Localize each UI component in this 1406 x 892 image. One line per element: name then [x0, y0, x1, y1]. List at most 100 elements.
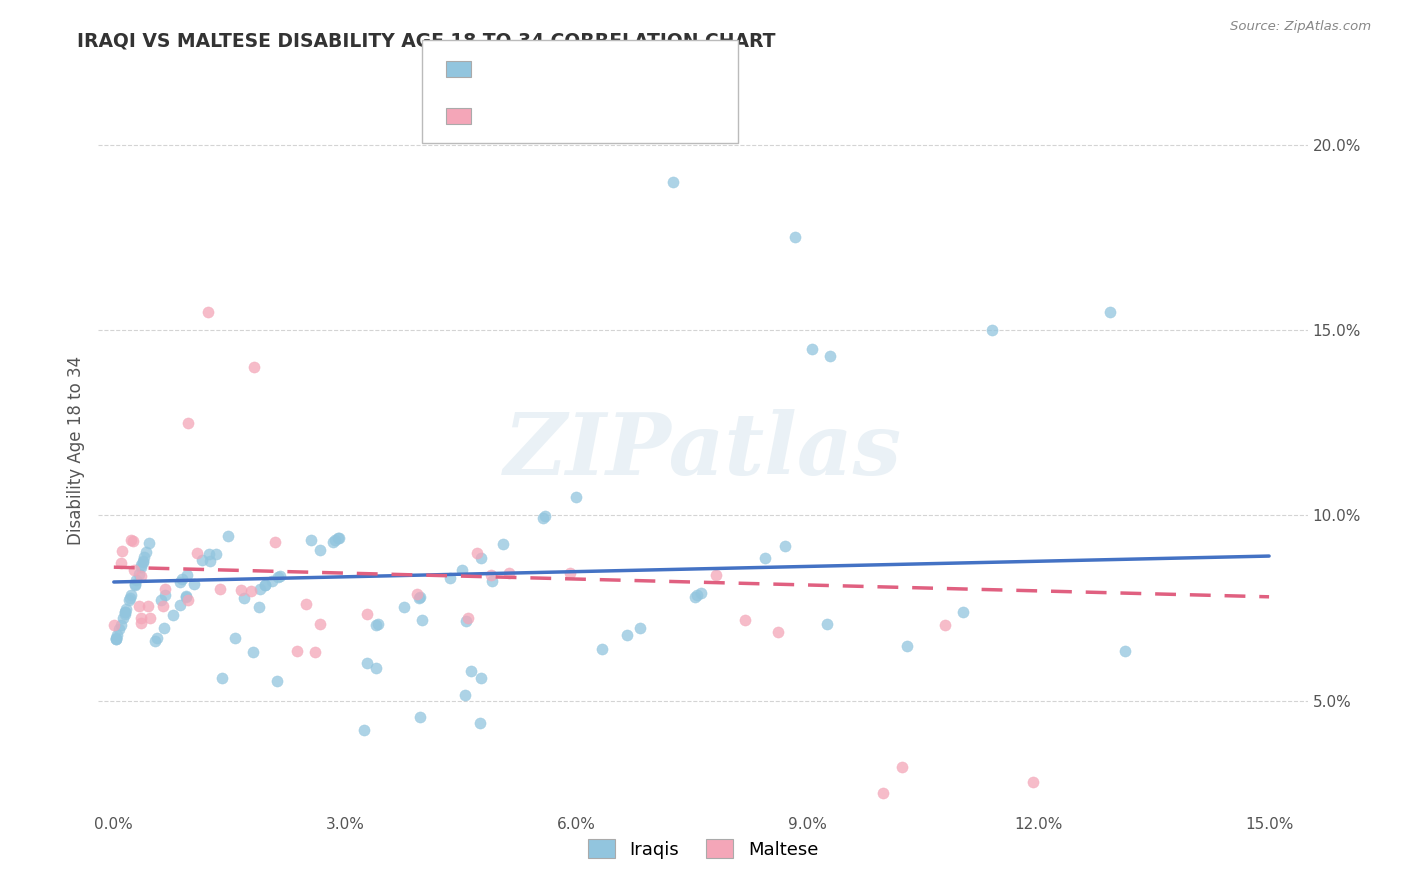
Text: 0.061: 0.061	[517, 61, 568, 76]
Point	[465, 546, 488, 560]
Point	[104, 632, 127, 647]
Point	[308, 542, 330, 557]
Point	[108, 623, 131, 637]
Legend: Iraqis, Maltese: Iraqis, Maltese	[581, 832, 825, 866]
Text: -0.063: -0.063	[517, 107, 575, 122]
Point	[492, 536, 515, 550]
Point	[125, 573, 148, 587]
Point	[131, 555, 153, 569]
Point	[754, 550, 776, 565]
Point	[191, 553, 214, 567]
Point	[128, 566, 150, 581]
Point	[558, 566, 581, 580]
Point	[481, 574, 503, 588]
Point	[247, 600, 270, 615]
Point	[105, 631, 128, 645]
Text: IRAQI VS MALTESE DISABILITY AGE 18 TO 34 CORRELATION CHART: IRAQI VS MALTESE DISABILITY AGE 18 TO 34…	[77, 31, 776, 50]
Point	[197, 547, 219, 561]
Point	[138, 611, 160, 625]
Point	[131, 568, 153, 582]
Point	[111, 543, 134, 558]
Point	[411, 614, 433, 628]
Point	[564, 490, 586, 504]
Point	[105, 628, 128, 642]
Point	[818, 349, 841, 363]
Point	[266, 674, 288, 689]
Point	[131, 611, 153, 625]
Point	[454, 688, 477, 702]
Point	[254, 578, 277, 592]
Point	[406, 587, 429, 601]
Point	[211, 671, 233, 685]
Point	[254, 578, 277, 592]
Point	[872, 786, 894, 800]
Point	[891, 760, 914, 774]
Point	[295, 597, 318, 611]
Point	[129, 559, 152, 574]
Point	[152, 599, 174, 614]
Point	[304, 645, 326, 659]
Point	[183, 577, 205, 591]
Point	[766, 624, 789, 639]
Point	[981, 323, 1004, 337]
Point	[591, 642, 613, 657]
Point	[409, 590, 432, 604]
Point	[120, 591, 142, 605]
Point	[326, 531, 349, 545]
Point	[264, 534, 287, 549]
Point	[208, 582, 231, 596]
Point	[249, 582, 271, 596]
Point	[690, 586, 713, 600]
Text: N =: N =	[575, 61, 606, 76]
Point	[353, 723, 375, 738]
Point	[112, 611, 135, 625]
Point	[460, 665, 482, 679]
Point	[169, 598, 191, 612]
Point	[468, 715, 491, 730]
Point	[134, 550, 156, 565]
Point	[309, 616, 332, 631]
Text: 41: 41	[612, 107, 634, 122]
Point	[122, 534, 145, 549]
Point	[498, 566, 520, 580]
Point	[773, 539, 796, 553]
Text: N =: N =	[575, 107, 606, 122]
Point	[242, 645, 264, 659]
Point	[1114, 644, 1136, 658]
Point	[177, 593, 200, 607]
Point	[114, 605, 136, 619]
Point	[153, 621, 176, 635]
Point	[734, 613, 756, 627]
Text: R =: R =	[481, 61, 510, 76]
Y-axis label: Disability Age 18 to 34: Disability Age 18 to 34	[66, 356, 84, 545]
Point	[146, 631, 169, 645]
Text: R =: R =	[481, 107, 510, 122]
Point	[138, 599, 160, 613]
Point	[176, 589, 198, 603]
Point	[800, 342, 823, 356]
Point	[198, 554, 221, 568]
Point	[616, 628, 638, 642]
Point	[686, 588, 709, 602]
Text: Source: ZipAtlas.com: Source: ZipAtlas.com	[1230, 20, 1371, 33]
Point	[174, 590, 197, 604]
Point	[149, 593, 172, 607]
Point	[131, 558, 153, 573]
Point	[704, 568, 727, 582]
Point	[952, 605, 974, 619]
Point	[364, 618, 387, 632]
Point	[1098, 304, 1121, 318]
Point	[120, 533, 142, 547]
Point	[408, 591, 430, 605]
Point	[287, 644, 309, 658]
Point	[186, 546, 208, 560]
Point	[470, 671, 492, 685]
Point	[628, 621, 651, 635]
Point	[394, 599, 416, 614]
Point	[204, 547, 226, 561]
Point	[683, 590, 706, 604]
Point	[817, 616, 839, 631]
Point	[662, 175, 685, 189]
Point	[479, 567, 502, 582]
Point	[217, 528, 239, 542]
